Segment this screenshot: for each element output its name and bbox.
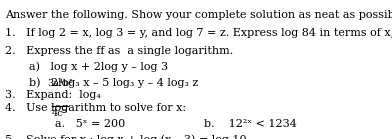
Text: b.    12²ˣ < 1234: b. 12²ˣ < 1234 xyxy=(204,119,297,129)
Text: Answer the following. Show your complete solution as neat as possible.: Answer the following. Show your complete… xyxy=(5,10,392,20)
Text: 4c⁵: 4c⁵ xyxy=(52,109,68,118)
Text: 1.   If log 2 = x, log 3 = y, and log 7 = z. Express log 84 in terms of x,y, and: 1. If log 2 = x, log 3 = y, and log 7 = … xyxy=(5,28,392,38)
Text: 2.   Express the ff as  a single logarithm.: 2. Express the ff as a single logarithm. xyxy=(5,46,233,56)
Text: 5.   Solve for x : log x + log (x – 3) = log 10: 5. Solve for x : log x + log (x – 3) = l… xyxy=(5,135,246,139)
Text: 3.   Expand:  log₄: 3. Expand: log₄ xyxy=(5,90,104,100)
Text: a.   5ˣ = 200: a. 5ˣ = 200 xyxy=(55,119,125,129)
Text: 4.   Use logarithm to solve for x:: 4. Use logarithm to solve for x: xyxy=(5,103,186,113)
Text: 3a⁴b²: 3a⁴b² xyxy=(47,79,73,88)
Text: a)   log x + 2log y – log 3: a) log x + 2log y – log 3 xyxy=(29,62,169,72)
Text: b)   2log₃ x – 5 log₃ y – 4 log₃ z: b) 2log₃ x – 5 log₃ y – 4 log₃ z xyxy=(29,77,199,88)
